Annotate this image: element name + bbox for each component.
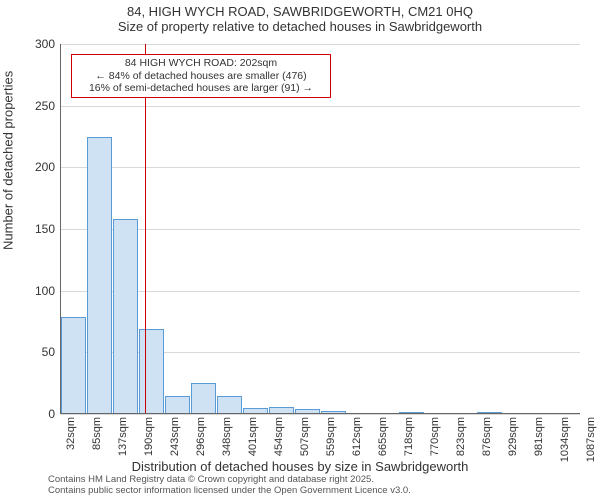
histogram-bar (87, 137, 112, 413)
reference-line (145, 44, 146, 413)
y-tick-label: 100 (35, 284, 55, 298)
x-tick-label: 929sqm (507, 417, 519, 456)
x-tick-label: 401sqm (247, 417, 259, 456)
title-block: 84, HIGH WYCH ROAD, SAWBRIDGEWORTH, CM21… (0, 4, 600, 34)
annotation-line2: ← 84% of detached houses are smaller (47… (77, 70, 325, 83)
y-tick-label: 0 (48, 407, 55, 421)
histogram-bar (113, 219, 138, 413)
annotation-line1: 84 HIGH WYCH ROAD: 202sqm (77, 57, 325, 70)
x-tick-label: 876sqm (481, 417, 493, 456)
gridline-h (61, 229, 580, 230)
chart-container: 84, HIGH WYCH ROAD, SAWBRIDGEWORTH, CM21… (0, 0, 600, 500)
footnote: Contains HM Land Registry data © Crown c… (48, 475, 411, 497)
gridline-h (61, 167, 580, 168)
histogram-bar (139, 329, 164, 413)
histogram-bar (61, 317, 86, 413)
x-tick-label: 190sqm (143, 417, 155, 456)
y-tick-label: 150 (35, 222, 55, 236)
x-tick-label: 718sqm (403, 417, 415, 456)
y-tick-label: 250 (35, 99, 55, 113)
x-axis-label: Distribution of detached houses by size … (0, 459, 600, 474)
gridline-h (61, 291, 580, 292)
histogram-bar (191, 383, 216, 413)
title-line1: 84, HIGH WYCH ROAD, SAWBRIDGEWORTH, CM21… (0, 4, 600, 19)
x-tick-label: 1034sqm (559, 417, 571, 462)
x-tick-label: 559sqm (325, 417, 337, 456)
histogram-bar (321, 411, 346, 413)
x-tick-label: 981sqm (533, 417, 545, 456)
x-tick-label: 454sqm (273, 417, 285, 456)
histogram-bar (165, 396, 190, 413)
y-tick-label: 200 (35, 160, 55, 174)
x-tick-label: 348sqm (221, 417, 233, 456)
x-tick-label: 137sqm (117, 417, 129, 456)
histogram-bar (269, 407, 294, 413)
x-tick-label: 507sqm (299, 417, 311, 456)
x-tick-label: 1087sqm (585, 417, 597, 462)
plot-area: 05010015020025030032sqm85sqm137sqm190sqm… (60, 44, 580, 414)
title-line2: Size of property relative to detached ho… (0, 19, 600, 34)
histogram-bar (399, 412, 424, 413)
y-tick-label: 300 (35, 37, 55, 51)
histogram-bar (477, 412, 502, 413)
x-tick-label: 612sqm (351, 417, 363, 456)
gridline-h (61, 44, 580, 45)
histogram-bar (217, 396, 242, 413)
annotation-line3: 16% of semi-detached houses are larger (… (77, 82, 325, 95)
y-axis-label: Number of detached properties (1, 71, 16, 250)
histogram-bar (243, 408, 268, 413)
footnote-line2: Contains public sector information licen… (48, 486, 411, 497)
histogram-bar (295, 409, 320, 413)
x-tick-label: 823sqm (455, 417, 467, 456)
gridline-h (61, 414, 580, 415)
x-tick-label: 85sqm (91, 417, 103, 450)
x-tick-label: 243sqm (169, 417, 181, 456)
y-tick-label: 50 (42, 345, 55, 359)
x-tick-label: 665sqm (377, 417, 389, 456)
annotation-box: 84 HIGH WYCH ROAD: 202sqm← 84% of detach… (71, 54, 331, 98)
x-tick-label: 296sqm (195, 417, 207, 456)
x-tick-label: 770sqm (429, 417, 441, 456)
gridline-h (61, 106, 580, 107)
x-tick-label: 32sqm (65, 417, 77, 450)
